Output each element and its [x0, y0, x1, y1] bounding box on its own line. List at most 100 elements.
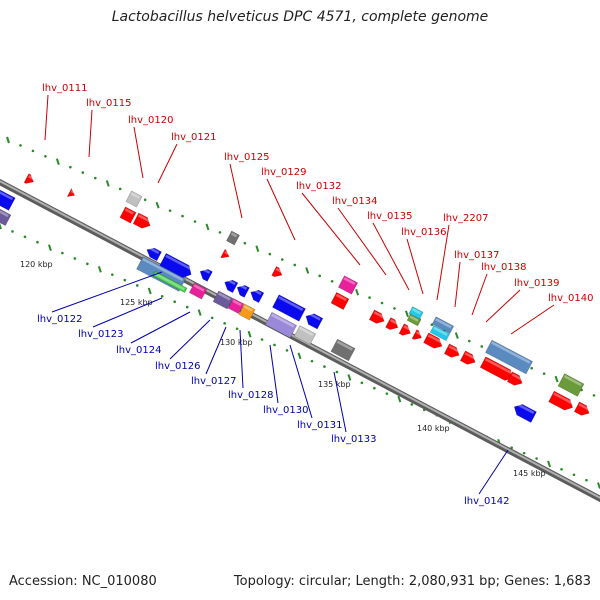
gene-shape [146, 247, 162, 262]
gene-shape [506, 371, 523, 386]
leader-line-bottom [169, 319, 211, 360]
bottom-tick-minor [585, 478, 588, 482]
gene-upper-16 [431, 316, 455, 334]
gene-highlight [343, 277, 356, 285]
gene-highlight [70, 189, 75, 194]
gene-label-lhv_0127: lhv_0127 [191, 376, 236, 387]
gene-shape [330, 292, 350, 310]
gene-highlight [578, 403, 590, 411]
bottom-tick-minor [572, 473, 576, 477]
gene-highlight [232, 299, 242, 307]
gene-highlight [238, 283, 248, 290]
kbp-label: 120 kbp [20, 260, 53, 269]
top-tick-major [255, 245, 260, 252]
bottom-tick-minor [73, 257, 77, 260]
bottom-tick-minor [285, 349, 289, 352]
bottom-tick-major [247, 330, 252, 338]
gene-shape [431, 316, 455, 334]
gene-highlight [243, 305, 253, 312]
bottom-tick-minor [510, 446, 513, 450]
gene-shape [398, 323, 411, 336]
bottom-tick-minor [310, 359, 314, 363]
bottom-tick-minor [123, 278, 127, 282]
gene-shape [443, 343, 460, 358]
gene-highlight [553, 392, 574, 405]
bottom-tick-minor [210, 316, 214, 320]
gene-label-lhv_0128: lhv_0128 [228, 390, 273, 401]
accession-text: Accession: NC_010080 [9, 574, 157, 589]
gene-label-lhv_0130: lhv_0130 [263, 405, 308, 416]
gene-highlight [148, 246, 160, 255]
leader-line-top [471, 273, 488, 316]
gene-shape [66, 187, 76, 197]
gene-highlight [0, 190, 13, 201]
top-tick-minor [480, 345, 484, 348]
top-tick-minor [393, 307, 396, 310]
gene-highlight [464, 352, 476, 360]
top-tick-major [454, 332, 459, 339]
gene-highlight [252, 288, 262, 296]
bottom-tick-major [197, 309, 202, 316]
gene-lower-14 [272, 294, 306, 322]
gene-upper-15 [406, 313, 422, 327]
bottom-tick-minor [410, 403, 414, 406]
gene-lower-11 [212, 290, 234, 310]
gene-shape [368, 309, 385, 324]
bottom-tick-major [147, 287, 152, 295]
gene-label-lhv_0139: lhv_0139 [514, 278, 559, 289]
leader-line-bottom [333, 371, 347, 433]
bottom-tick-major [347, 374, 352, 381]
top-tick-major [105, 180, 110, 187]
gene-highlight [0, 209, 9, 218]
gene-shape [271, 266, 283, 278]
top-tick-minor [193, 220, 197, 223]
leader-line-bottom [205, 326, 227, 375]
gene-shape [330, 338, 356, 362]
gene-lower-0 [0, 189, 16, 211]
gene-shape [23, 173, 34, 184]
gene-shape [227, 297, 245, 315]
bottom-tick-minor [173, 300, 177, 304]
gene-upper-9 [330, 292, 350, 310]
top-tick-minor [118, 187, 122, 191]
bottom-tick-minor [260, 338, 264, 341]
leader-line-top [88, 109, 93, 158]
gene-highlight [416, 331, 422, 336]
top-tick-major [305, 267, 310, 274]
gene-upper-21 [484, 339, 534, 375]
gene-lower-8 [224, 278, 239, 294]
bottom-tick-minor [360, 381, 364, 385]
gene-shape [305, 313, 324, 330]
top-tick-major [554, 375, 559, 383]
gene-shape [557, 373, 585, 397]
bottom-tick-minor [373, 386, 376, 390]
gene-upper-3 [119, 206, 137, 224]
top-tick-minor [293, 263, 297, 267]
leader-line-top [229, 163, 243, 219]
top-tick-minor [69, 165, 72, 169]
top-tick-minor [467, 339, 471, 343]
top-tick-major [6, 136, 10, 144]
gene-upper-26 [573, 401, 590, 416]
gene-shape [337, 275, 359, 295]
gene-highlight [165, 254, 193, 271]
gene-highlight [230, 232, 238, 238]
gene-highlight [448, 345, 460, 353]
gene-highlight [373, 311, 385, 319]
kbp-label: 135 kbp [318, 380, 351, 389]
topology-text: Topology: circular; Length: 2,080,931 bp… [233, 574, 591, 589]
top-tick-minor [542, 372, 546, 375]
gene-highlight [409, 315, 419, 322]
top-tick-minor [181, 214, 184, 218]
gene-label-lhv_0111: lhv_0111 [42, 83, 87, 94]
gene-shape [212, 290, 234, 310]
gene-shape [199, 269, 213, 282]
gene-highlight [271, 313, 295, 328]
gene-highlight [433, 326, 448, 336]
gene-lower-12 [227, 297, 245, 315]
gene-upper-20 [459, 350, 476, 365]
bottom-tick-minor [86, 262, 89, 266]
gene-shape [0, 189, 16, 211]
leader-line-bottom [92, 297, 163, 328]
gene-highlight [278, 296, 304, 311]
